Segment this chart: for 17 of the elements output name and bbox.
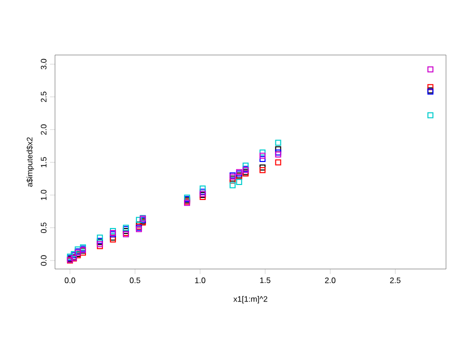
point	[260, 152, 266, 159]
point	[275, 140, 282, 146]
point	[275, 146, 282, 152]
point	[96, 234, 103, 241]
point	[200, 186, 206, 192]
point	[260, 167, 266, 174]
point	[260, 156, 266, 162]
point	[260, 150, 266, 156]
point	[230, 182, 236, 188]
point	[427, 112, 434, 118]
point	[427, 84, 434, 90]
point	[242, 162, 249, 169]
point	[136, 216, 142, 223]
point	[427, 66, 434, 72]
point	[236, 178, 242, 185]
point	[260, 164, 266, 171]
point	[275, 159, 282, 166]
